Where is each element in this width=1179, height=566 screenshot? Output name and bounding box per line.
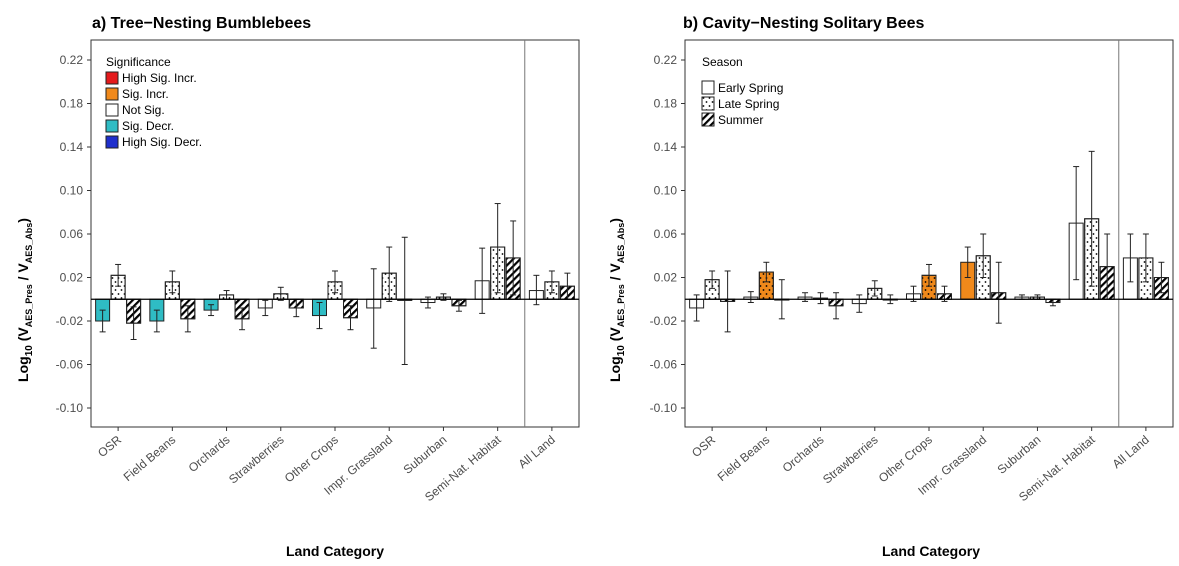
panel-a-category-label: Orchards <box>186 433 233 475</box>
panel-a-category-label: All Land <box>516 433 558 472</box>
panel-a-category-label: Suburban <box>401 433 450 477</box>
significance-legend-title: Significance <box>106 55 171 69</box>
significance-legend-label: High Sig. Decr. <box>122 135 202 149</box>
panel-a-category-label: Field Beans <box>121 433 179 484</box>
panel-b-y-tick-label: 0.22 <box>654 53 678 67</box>
panel-a-plot: -0.10 -0.06 -0.02 0.02 0.06 0.10 0.14 0.18 0.22 <box>56 40 579 431</box>
panel-b-category-label: Suburban <box>995 433 1044 477</box>
panel-b-x-axis-title: Land Category <box>882 543 980 559</box>
panel-b-category-label: Strawberries <box>820 433 881 487</box>
panel-a-x-axis-title: Land Category <box>286 543 384 559</box>
panel-b-plot: -0.10 -0.06 -0.02 0.02 0.06 0.10 0.14 0.18 0.22 <box>650 40 1173 431</box>
significance-legend-swatch <box>105 87 119 101</box>
panel-a-category-label: Strawberries <box>226 433 287 487</box>
panel-b-category-label: Orchards <box>780 433 827 475</box>
significance-legend: Significance High Sig. Incr. Sig. Incr. No… <box>105 55 202 149</box>
significance-legend-swatch <box>105 103 119 117</box>
season-legend-title: Season <box>702 55 743 69</box>
panel-b-y-tick-label: 0.10 <box>654 184 678 198</box>
panel-b-category-label: All Land <box>1110 433 1152 472</box>
significance-legend-swatch <box>105 135 119 149</box>
significance-legend-swatch <box>105 119 119 133</box>
panel-a-y-tick-label: -0.02 <box>56 314 84 328</box>
y-axis-title-text: Log10 (VAES_Pres / VAES_Abs) <box>607 218 627 382</box>
significance-legend-label: Not Sig. <box>122 103 165 117</box>
season-legend: Season Early Spring Late Spring Summer <box>701 55 783 127</box>
panel-b-y-tick-label: -0.06 <box>650 358 678 372</box>
season-legend-label: Summer <box>718 113 763 127</box>
panel-b-y-tick-label: 0.06 <box>654 227 678 241</box>
panel-b: b) Cavity−Nesting Solitary Bees Log10 (V… <box>607 15 1174 559</box>
panel-a-y-tick-label: -0.10 <box>56 401 84 415</box>
season-legend-swatch <box>701 80 715 95</box>
season-legend-pattern <box>701 112 715 127</box>
panel-b-category-label: OSR <box>689 432 718 460</box>
panel-a-y-tick-label: 0.02 <box>60 271 84 285</box>
panel-a-y-tick-label: 0.06 <box>60 227 84 241</box>
significance-legend-label: High Sig. Incr. <box>122 71 197 85</box>
panel-a-title: a) Tree−Nesting Bumblebees <box>92 15 311 32</box>
panel-b-y-tick-label: 0.18 <box>654 97 678 111</box>
panel-b-y-tick-label: 0.02 <box>654 271 678 285</box>
season-legend-label: Late Spring <box>718 97 779 111</box>
season-legend-label: Early Spring <box>718 81 783 95</box>
panel-b-y-tick-label: -0.02 <box>650 314 678 328</box>
season-legend-pattern <box>701 96 715 111</box>
panel-b-y-tick-label: 0.14 <box>654 140 678 154</box>
y-axis-title-text: Log10 (VAES_Pres / VAES_Abs) <box>15 218 35 382</box>
panel-a-y-tick-label: 0.22 <box>60 53 84 67</box>
significance-legend-label: Sig. Incr. <box>122 87 169 101</box>
panel-a-y-tick-label: 0.18 <box>60 97 84 111</box>
significance-legend-label: Sig. Decr. <box>122 119 174 133</box>
panel-a-y-tick-label: 0.14 <box>60 140 84 154</box>
panel-b-y-tick-label: -0.10 <box>650 401 678 415</box>
panel-a-y-axis-title: Log10 (VAES_Pres / VAES_Abs) <box>15 218 35 382</box>
panel-b-category-label: Field Beans <box>715 433 773 484</box>
panel-a-y-tick-label: -0.06 <box>56 358 84 372</box>
panel-b-y-axis-title: Log10 (VAES_Pres / VAES_Abs) <box>607 218 627 382</box>
panel-b-title: b) Cavity−Nesting Solitary Bees <box>683 15 925 32</box>
significance-legend-swatch <box>105 71 119 85</box>
panel-a-y-tick-label: 0.10 <box>60 184 84 198</box>
panel-a-category-label: OSR <box>95 432 124 460</box>
panel-a: a) Tree−Nesting Bumblebees Log10 (VAES_P… <box>15 15 580 559</box>
